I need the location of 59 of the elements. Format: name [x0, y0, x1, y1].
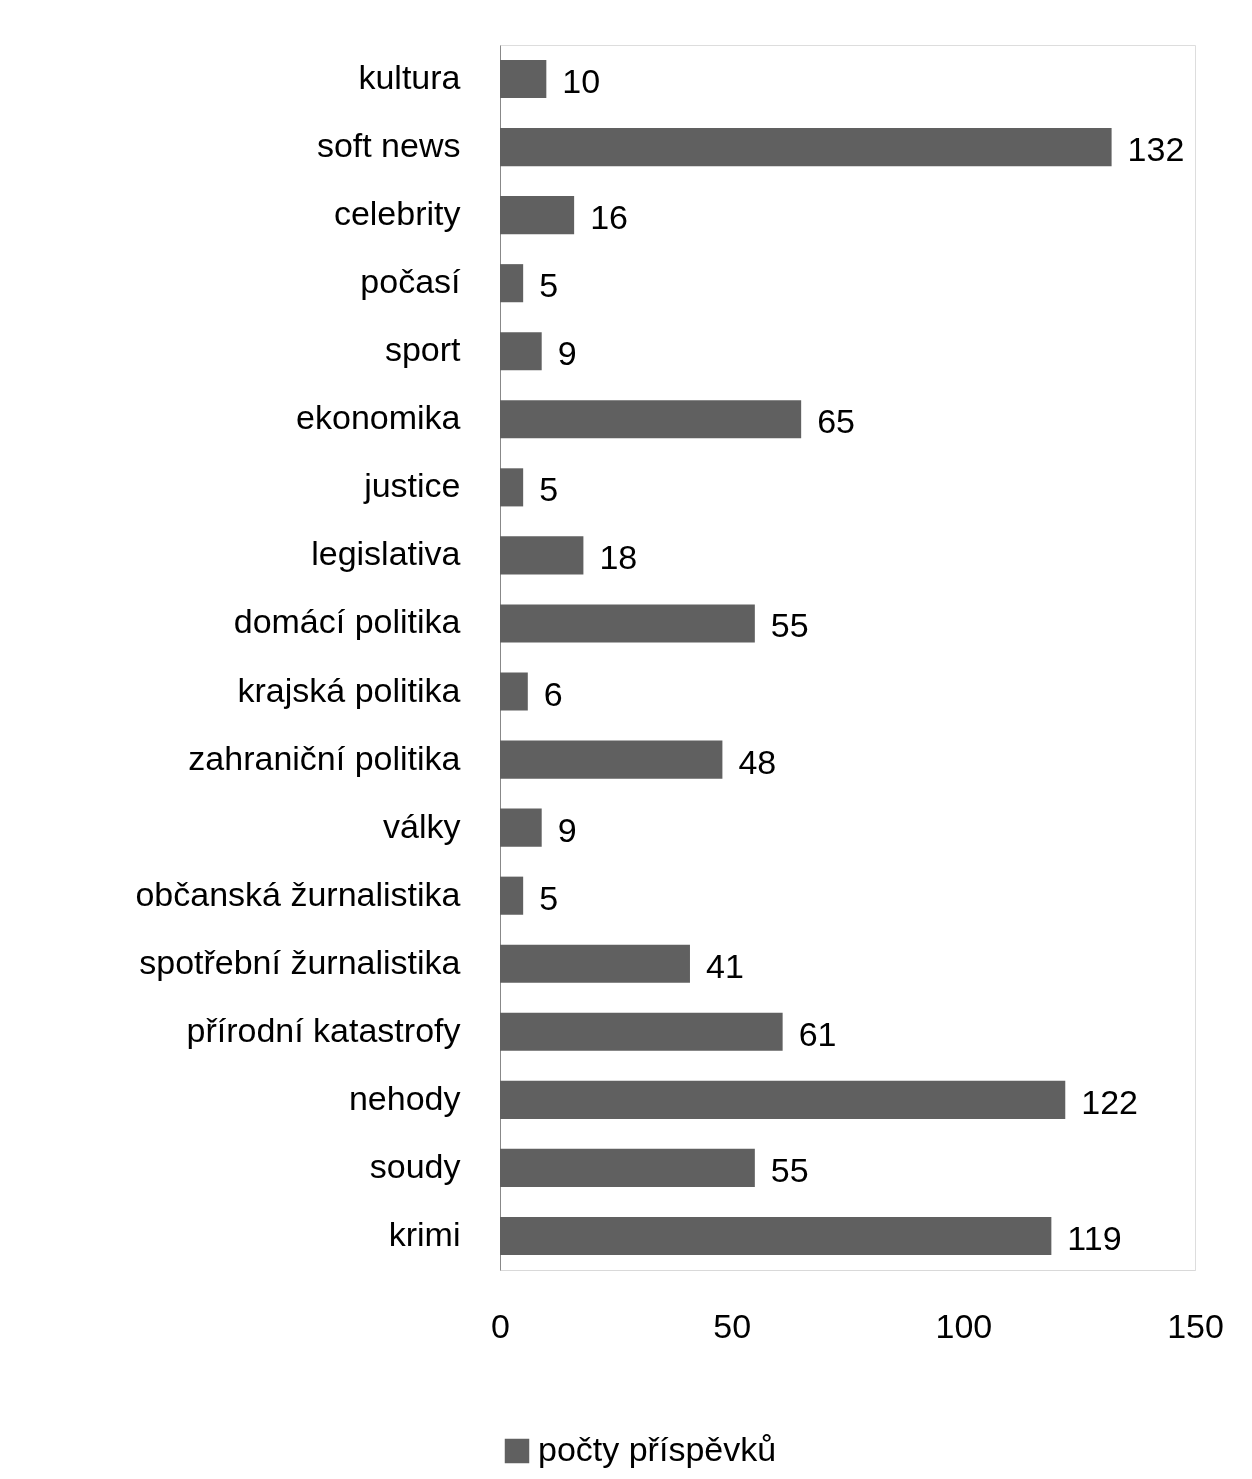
bar — [500, 672, 528, 711]
x-tick-label: 50 — [713, 1306, 752, 1345]
x-tick-label: 100 — [935, 1306, 993, 1345]
y-tick-label: krajská politika — [237, 670, 461, 709]
data-label: 5 — [539, 266, 559, 305]
y-tick-label: kultura — [358, 58, 461, 97]
data-label: 9 — [557, 334, 577, 373]
bar — [500, 59, 547, 99]
y-tick-label: soft news — [316, 126, 461, 165]
data-label: 16 — [590, 198, 628, 237]
y-tick-label: občanská žurnalistika — [135, 874, 461, 913]
bar — [500, 876, 524, 915]
y-tick-label: války — [383, 806, 461, 845]
y-tick-label: celebrity — [333, 194, 461, 233]
y-tick-label: justice — [363, 466, 461, 505]
y-tick-label: zahraniční politika — [188, 738, 461, 777]
y-tick-label: domácí politika — [233, 602, 461, 641]
y-tick-label: sport — [384, 330, 462, 369]
bar — [500, 128, 1112, 167]
y-tick-label: soudy — [369, 1146, 461, 1185]
bar — [500, 1148, 755, 1187]
data-label: 61 — [798, 1014, 837, 1053]
bar — [500, 196, 575, 235]
y-tick-label: krimi — [388, 1214, 461, 1253]
data-label: 132 — [1127, 130, 1185, 169]
data-label: 6 — [543, 674, 563, 713]
data-label: 55 — [770, 606, 809, 645]
y-tick-label: přírodní katastrofy — [186, 1010, 461, 1049]
data-label: 65 — [817, 402, 855, 441]
y-tick-label: nehody — [348, 1078, 461, 1117]
bar — [500, 536, 584, 575]
data-label: 41 — [705, 946, 744, 985]
data-label: 48 — [738, 742, 777, 781]
y-tick-label: počasí — [360, 262, 462, 301]
bar — [500, 1012, 783, 1051]
legend-label: počty příspěvků — [538, 1430, 777, 1468]
data-label: 10 — [562, 62, 601, 101]
data-label: 122 — [1081, 1082, 1138, 1121]
bar — [500, 604, 755, 643]
bar — [500, 264, 524, 303]
bar — [500, 808, 542, 847]
x-tick-label: 150 — [1167, 1306, 1224, 1345]
bar — [500, 1216, 1052, 1256]
bar — [500, 400, 802, 439]
y-tick-label: ekonomika — [296, 398, 461, 437]
y-tick-label: spotřební žurnalistika — [139, 942, 461, 981]
bar — [500, 332, 542, 371]
data-label: 5 — [539, 878, 559, 917]
data-label: 9 — [557, 810, 577, 849]
bar — [500, 1080, 1066, 1119]
bar — [500, 468, 524, 507]
y-tick-label: legislativa — [311, 534, 461, 573]
bar — [500, 740, 723, 779]
data-label: 119 — [1067, 1218, 1122, 1257]
x-tick-label: 0 — [491, 1306, 510, 1345]
data-label: 55 — [770, 1150, 809, 1189]
data-label: 5 — [539, 470, 559, 509]
data-label: 18 — [599, 538, 638, 577]
bar — [500, 944, 690, 983]
